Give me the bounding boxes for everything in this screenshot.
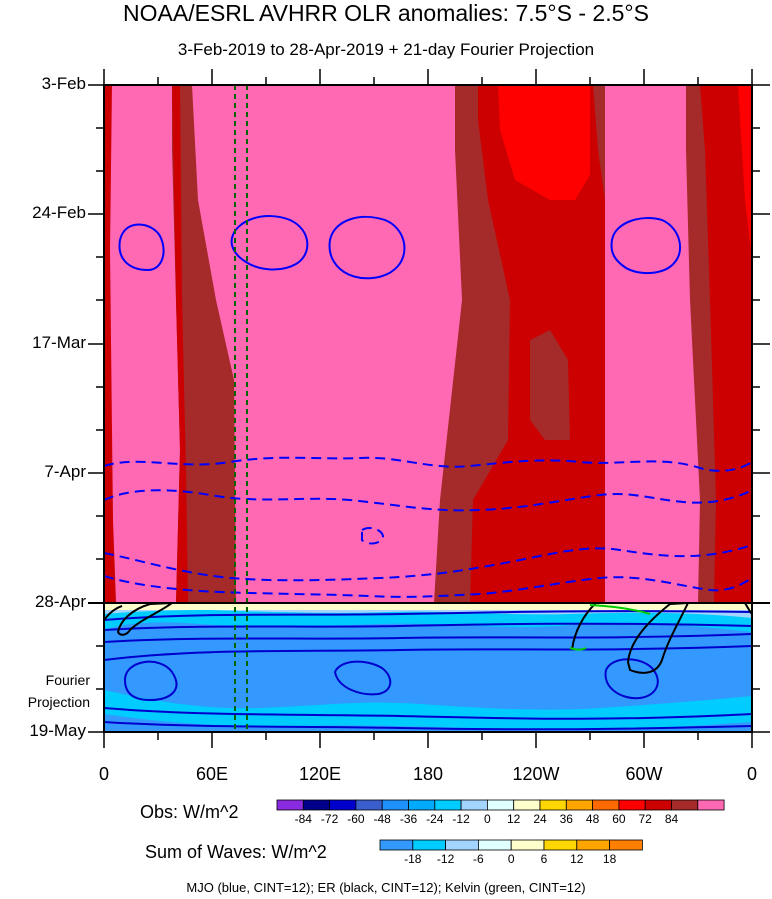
x-tick-label-0: 0 (98, 764, 110, 784)
colorbar-waves-label-3: 0 (507, 852, 515, 866)
colorbar-obs-label-11: 48 (585, 812, 600, 826)
colorbar-waves-label-6: 18 (602, 852, 617, 866)
colorbar-waves-cell-7 (609, 839, 643, 851)
colorbar-obs-cell-0 (276, 799, 304, 811)
chart-subtitle: 3-Feb-2019 to 28-Apr-2019 + 21-day Fouri… (177, 40, 595, 59)
colorbar-waves-label-2: -6 (473, 852, 484, 866)
colorbar-waves-label-5: 12 (570, 852, 584, 866)
colorbar-obs-label-5: -24 (426, 812, 444, 826)
colorbar-obs (276, 799, 725, 811)
colorbar-obs-label-14: 84 (664, 812, 679, 826)
projection-field (104, 603, 752, 732)
colorbar-obs-label-6: -12 (452, 812, 470, 826)
colorbar-obs-cell-1 (302, 799, 330, 811)
colorbar-obs-cell-5 (408, 799, 436, 811)
colorbar-obs-cell-15 (671, 799, 699, 811)
colorbar-waves (379, 839, 643, 851)
colorbar-waves-cell-3 (477, 839, 512, 851)
colorbar-obs-cell-4 (381, 799, 409, 811)
colorbar-obs-cell-11 (565, 799, 593, 811)
y-tick-label-19may: 19-May (29, 721, 86, 740)
colorbar-obs-label-7: 0 (484, 812, 491, 826)
chart-title: NOAA/ESRL AVHRR OLR anomalies: 7.5°S - 2… (123, 0, 649, 26)
westpac-band (104, 85, 236, 603)
y-ticks (88, 84, 770, 733)
atlantic-band (686, 85, 752, 603)
mjo-negative-contours (104, 456, 752, 598)
y-tick-label-17mar: 17-Mar (32, 333, 86, 352)
colorbar-waves-label-1: -12 (436, 852, 455, 866)
colorbar-obs-cell-7 (460, 799, 488, 811)
colorbar-obs-label-0: -84 (294, 812, 312, 826)
y-tick-label-3feb: 3-Feb (41, 74, 86, 93)
x-ticks (103, 69, 753, 748)
projection-label-line2: Projection (27, 694, 90, 710)
pacific-band (434, 85, 605, 603)
colorbar-obs-cell-9 (513, 799, 541, 811)
x-tick-label-120e: 120E (298, 764, 342, 784)
colorbar-waves-label-4: 6 (540, 852, 548, 866)
colorbar-waves-cell-2 (445, 839, 479, 851)
colorbar-obs-label-9: 24 (533, 812, 547, 826)
colorbar-obs-cell-13 (618, 799, 646, 811)
colorbar-obs-label-2: -60 (347, 812, 365, 826)
colorbar-obs-title: Obs: W/m^2 (140, 802, 239, 822)
y-tick-label-7apr: 7-Apr (44, 462, 86, 481)
colorbar-obs-cell-10 (539, 799, 567, 811)
colorbar-obs-cell-12 (592, 799, 620, 811)
y-tick-label-24feb: 24-Feb (32, 203, 86, 222)
observed-field (104, 85, 752, 603)
colorbar-waves-cell-5 (543, 839, 578, 851)
colorbar-obs-label-12: 60 (612, 812, 626, 826)
y-tick-label-28apr: 28-Apr (34, 592, 86, 611)
x-tick-label-0-east: 0 (746, 764, 758, 784)
colorbar-waves-label-0: -18 (404, 852, 422, 866)
colorbar-waves-cell-1 (412, 839, 446, 851)
colorbar-obs-label-4: -36 (399, 812, 418, 826)
kelvin-contours (569, 604, 651, 651)
chart-footer: MJO (blue, CINT=12); ER (black, CINT=12)… (186, 880, 586, 895)
colorbar-obs-label-10: 36 (559, 812, 573, 826)
colorbar-waves-cell-6 (576, 839, 610, 851)
x-tick-label-120w: 120W (512, 764, 560, 784)
projection-label-line1: Fourier (45, 672, 90, 688)
x-tick-label-60e: 60E (195, 764, 229, 784)
colorbar-obs-cell-14 (644, 799, 672, 811)
projection-mjo-contours (104, 610, 752, 731)
x-tick-label-60w: 60W (625, 764, 663, 784)
colorbar-obs-label-8: 12 (507, 812, 521, 826)
colorbar-obs-cell-6 (434, 799, 462, 811)
colorbar-waves-title: Sum of Waves: W/m^2 (145, 842, 327, 862)
colorbar-obs-cell-16 (697, 799, 725, 811)
mjo-positive-contours (118, 215, 682, 280)
colorbar-waves-cell-4 (510, 839, 545, 851)
colorbar-obs-cell-3 (355, 799, 383, 811)
colorbar-obs-label-1: -72 (320, 812, 339, 826)
colorbar-waves-cell-0 (379, 839, 414, 851)
colorbar-obs-label-13: 72 (638, 812, 652, 826)
x-tick-label-180: 180 (412, 764, 444, 784)
colorbar-obs-cell-8 (486, 799, 515, 811)
colorbar-obs-label-3: -48 (373, 812, 391, 826)
colorbar-obs-cell-2 (329, 799, 357, 811)
